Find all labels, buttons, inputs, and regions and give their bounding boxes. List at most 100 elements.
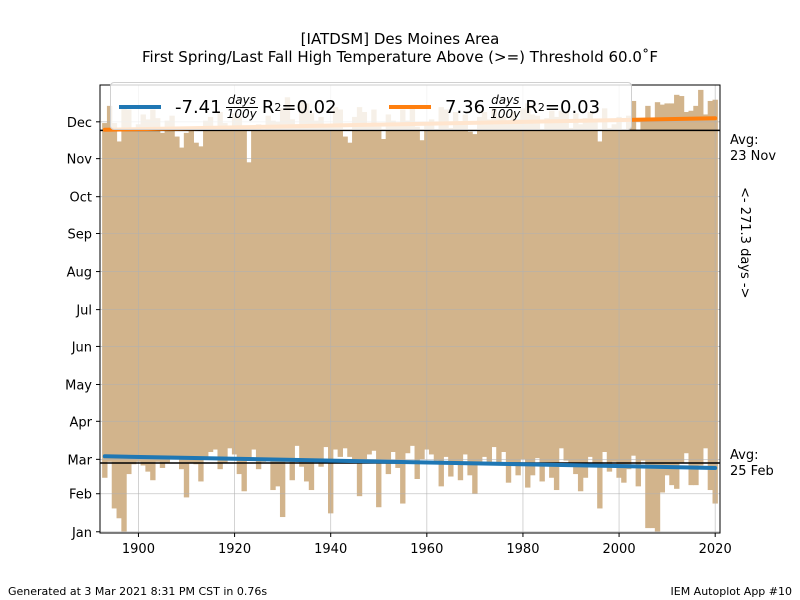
bar-1948 — [366, 125, 372, 455]
chart-subtitle: First Spring/Last Fall High Temperature … — [141, 48, 659, 66]
legend-swatch-spring — [119, 105, 161, 109]
bar-1964 — [443, 109, 449, 457]
bar-1961 — [428, 119, 435, 455]
y-tick-label: Nov — [67, 153, 93, 168]
bar-1984 — [539, 129, 545, 482]
bar-1905 — [159, 132, 166, 468]
bar-2014 — [683, 112, 690, 454]
bar-1990 — [568, 127, 574, 464]
legend-units-den: 100y — [490, 106, 521, 121]
bar-1966 — [452, 112, 459, 462]
avg-fall-label: Avg: 23 Nov — [730, 133, 776, 165]
bar-1979 — [515, 119, 521, 476]
bar-1916 — [212, 127, 219, 450]
avg-spring-label: Avg: 25 Feb — [730, 448, 774, 480]
bar-1908 — [174, 136, 180, 457]
bar-1955 — [400, 109, 406, 504]
bar-1975 — [496, 116, 502, 465]
bar-1972 — [481, 112, 488, 457]
bar-1987 — [553, 116, 560, 491]
bar-1903 — [150, 109, 156, 481]
bar-1963 — [438, 107, 444, 487]
x-tick-label: 2000 — [603, 542, 636, 557]
bar-1893 — [102, 123, 108, 478]
y-tick-label: Mar — [67, 453, 92, 468]
bar-1995 — [592, 119, 598, 466]
bar-1989 — [563, 112, 569, 461]
bar-1970 — [472, 134, 478, 494]
bar-1899 — [130, 127, 137, 465]
bar-1895 — [111, 123, 118, 509]
bar-1996 — [597, 141, 603, 509]
bar-1998 — [606, 127, 613, 472]
y-tick-label: Oct — [70, 191, 92, 206]
x-tick-label: 2020 — [699, 542, 732, 557]
bar-1936 — [308, 113, 315, 491]
bar-1924 — [251, 126, 257, 450]
bar-1929 — [275, 121, 281, 487]
bar-1923 — [246, 162, 252, 460]
bar-1912 — [193, 142, 199, 465]
bar-1956 — [404, 120, 411, 454]
bar-1930 — [279, 108, 286, 518]
bar-1906 — [164, 120, 170, 464]
bar-1941 — [332, 107, 339, 450]
legend-entry-spring: -7.41 days 100y R 2 =0.02 — [119, 93, 337, 121]
bar-1894 — [106, 105, 113, 462]
bar-1938 — [318, 116, 324, 467]
bar-1982 — [529, 114, 536, 476]
bar-1962 — [433, 130, 440, 461]
bar-1933 — [294, 124, 300, 446]
bar-1909 — [179, 147, 185, 470]
bar-1915 — [207, 116, 214, 452]
y-tick-label: Aug — [67, 266, 92, 281]
bar-2003 — [630, 100, 637, 456]
bar-2018 — [702, 114, 709, 449]
bar-2019 — [707, 100, 714, 491]
bar-1949 — [371, 109, 377, 451]
x-tick-label: 1980 — [506, 542, 539, 557]
bar-1967 — [457, 124, 464, 481]
bar-1985 — [544, 118, 550, 466]
bar-1952 — [385, 114, 392, 475]
bar-1959 — [419, 140, 425, 460]
bar-1907 — [169, 115, 175, 460]
bar-1968 — [462, 114, 468, 455]
bar-1897 — [121, 107, 127, 532]
bar-2016 — [693, 105, 699, 486]
bar-1991 — [573, 113, 579, 475]
bar-2015 — [688, 110, 694, 486]
bar-1919 — [227, 126, 233, 449]
bar-1942 — [337, 109, 343, 457]
legend-units-den: 100y — [226, 106, 257, 121]
avg-spring-label-line1: Avg: — [730, 448, 759, 463]
bar-1997 — [601, 108, 608, 452]
y-tick-label: Apr — [70, 415, 93, 430]
bar-2001 — [621, 130, 627, 483]
legend-r-fall: R — [525, 96, 538, 118]
span-days-label: <- 271.3 days -> — [737, 187, 752, 299]
x-tick-label: 1900 — [122, 542, 155, 557]
bar-1947 — [361, 112, 368, 464]
bar-1935 — [303, 103, 310, 482]
bar-2013 — [678, 96, 685, 464]
bar-1999 — [611, 124, 617, 462]
legend-slope-fall: 7.36 — [445, 96, 486, 118]
bar-1983 — [534, 115, 541, 459]
y-tick-label: May — [65, 378, 92, 393]
legend-entry-fall: 7.36 days 100y R 2 =0.03 — [389, 93, 600, 121]
trend-line-spring — [102, 454, 718, 470]
bar-1917 — [217, 112, 223, 470]
avg-spring-label-line2: 25 Feb — [730, 464, 774, 479]
bar-1993 — [582, 118, 589, 478]
bar-1945 — [352, 116, 358, 462]
bar-1954 — [395, 124, 401, 468]
bar-1921 — [236, 116, 243, 475]
bar-1950 — [376, 123, 382, 508]
bar-1902 — [145, 119, 151, 472]
bar-1953 — [390, 120, 396, 452]
avg-fall-label-line2: 23 Nov — [730, 149, 777, 164]
bar-1943 — [342, 136, 348, 449]
bar-1925 — [255, 124, 262, 470]
bar-1927 — [265, 115, 271, 461]
